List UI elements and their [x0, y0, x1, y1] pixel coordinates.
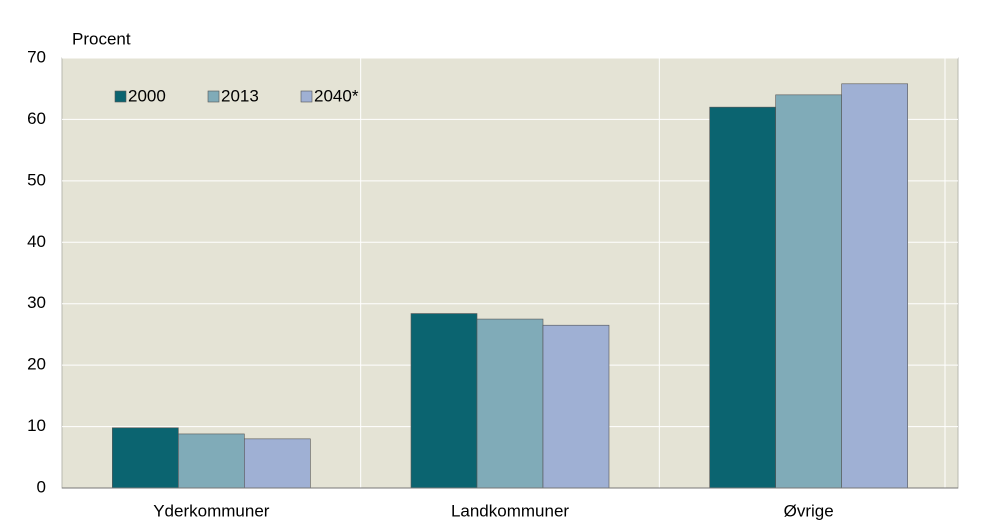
bar [112, 427, 179, 489]
legend-swatch [114, 90, 127, 103]
y-tick-label: 50 [27, 170, 46, 189]
x-tick-label: Landkommuner [451, 501, 569, 520]
bar [476, 318, 544, 489]
legend-swatch [207, 90, 220, 103]
bar [775, 94, 842, 489]
bar [709, 106, 776, 489]
legend-swatch [300, 90, 313, 103]
y-axis-label: Procent [72, 29, 131, 48]
x-tick-label: Øvrige [784, 501, 834, 520]
legend-label: 2000 [128, 86, 166, 105]
bar [410, 313, 478, 489]
y-tick-label: 0 [37, 477, 46, 496]
y-tick-label: 30 [27, 293, 46, 312]
y-tick-label: 60 [27, 109, 46, 128]
bar [244, 438, 311, 489]
bar [178, 433, 245, 489]
bar [841, 83, 908, 489]
bar [542, 324, 610, 489]
x-tick-label: Yderkommuner [153, 501, 270, 520]
y-tick-label: 20 [27, 355, 46, 374]
y-tick-label: 70 [27, 47, 46, 66]
y-tick-label: 10 [27, 416, 46, 435]
legend-label: 2013 [221, 86, 259, 105]
legend-label: 2040* [314, 86, 359, 105]
y-tick-label: 40 [27, 232, 46, 251]
